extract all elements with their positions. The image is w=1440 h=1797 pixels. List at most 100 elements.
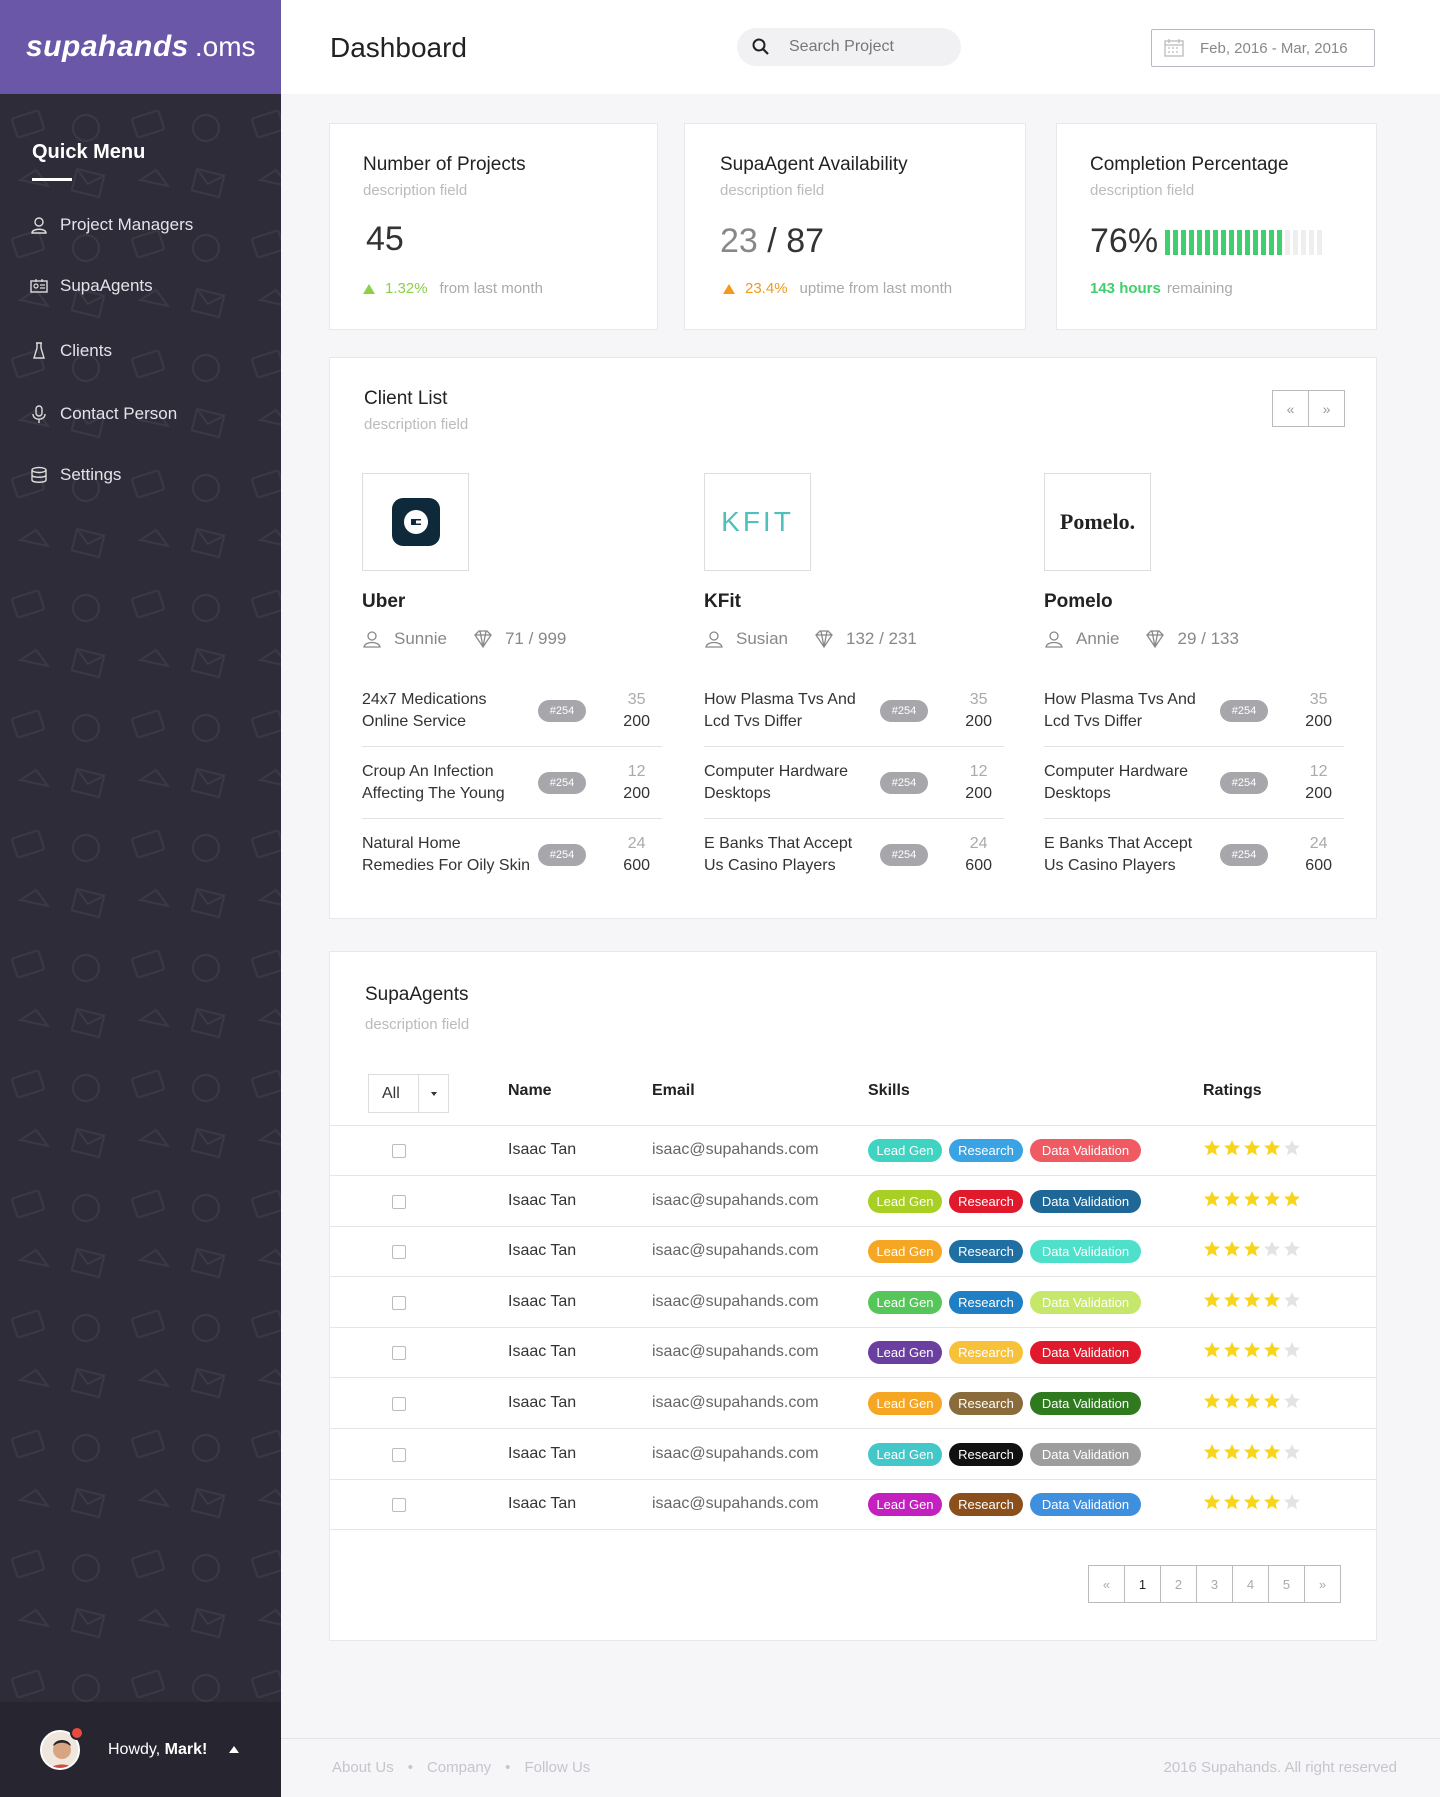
total-count: 87 bbox=[786, 222, 825, 260]
page-title: Dashboard bbox=[330, 32, 467, 63]
search-box[interactable] bbox=[737, 28, 961, 66]
filter-select[interactable]: All bbox=[368, 1074, 449, 1113]
filter-dropdown-button[interactable] bbox=[418, 1075, 448, 1112]
search-input[interactable] bbox=[789, 38, 929, 56]
project-bottom-number: 200 bbox=[965, 784, 992, 802]
agent-email[interactable]: isaac@supahands.com bbox=[652, 1141, 819, 1158]
row-checkbox[interactable] bbox=[392, 1447, 406, 1462]
sidebar-item-label: Contact Person bbox=[60, 404, 178, 423]
row-checkbox[interactable] bbox=[392, 1245, 406, 1260]
user-menu[interactable]: Howdy, Mark! bbox=[0, 1702, 281, 1797]
client-name[interactable]: Uber bbox=[362, 591, 406, 612]
table-row[interactable]: Isaac Tan isaac@supahands.com Lead Gen Rese… bbox=[330, 1227, 1377, 1278]
client-name[interactable]: Pomelo bbox=[1044, 591, 1113, 612]
list-item[interactable]: 24x7 Medications Online Service #254 35 200 bbox=[362, 675, 662, 747]
sidebar-item-project-managers[interactable]: Project Managers bbox=[30, 215, 193, 235]
agent-email[interactable]: isaac@supahands.com bbox=[652, 1394, 819, 1411]
footer: About Us • Company • Follow Us 2016 Supa… bbox=[281, 1738, 1440, 1797]
project-top-number: 12 bbox=[969, 762, 988, 780]
table-row[interactable]: Isaac Tan isaac@supahands.com Lead Gen Rese… bbox=[330, 1177, 1377, 1227]
client-logo[interactable] bbox=[362, 473, 469, 571]
microphone-icon bbox=[30, 405, 48, 423]
sidebar-item-settings[interactable]: Settings bbox=[30, 465, 121, 485]
column-header-name[interactable]: Name bbox=[508, 1082, 552, 1099]
date-range-picker[interactable]: Feb, 2016 - Mar, 2016 bbox=[1151, 29, 1375, 67]
pagination-page-5[interactable]: 5 bbox=[1268, 1565, 1305, 1603]
star-icon bbox=[1244, 1140, 1260, 1156]
agent-rating bbox=[1203, 1341, 1301, 1359]
row-checkbox[interactable] bbox=[392, 1295, 406, 1310]
column-header-email[interactable]: Email bbox=[652, 1082, 695, 1099]
sidebar-item-contact-person[interactable]: Contact Person bbox=[30, 404, 177, 424]
list-item[interactable]: E Banks That Accept Us Casino Players #25… bbox=[1044, 819, 1344, 891]
agent-rating bbox=[1203, 1493, 1301, 1511]
table-row[interactable]: Isaac Tan isaac@supahands.com Lead Gen Rese… bbox=[330, 1480, 1377, 1531]
list-item[interactable]: Computer Hardware Desktops #254 12 200 bbox=[1044, 747, 1344, 819]
progress-segment bbox=[1205, 230, 1210, 255]
contact-user-icon bbox=[1044, 629, 1064, 649]
pagination-prev[interactable]: « bbox=[1088, 1565, 1125, 1603]
footer-link-follow[interactable]: Follow Us bbox=[524, 1759, 591, 1776]
client-next-button[interactable]: » bbox=[1308, 390, 1345, 427]
agent-skills: Lead Gen Research Data Validation bbox=[868, 1189, 1141, 1213]
client-name[interactable]: KFit bbox=[704, 591, 741, 612]
sidebar-item-clients[interactable]: Clients bbox=[30, 341, 112, 361]
project-top-number: 24 bbox=[1309, 835, 1328, 852]
agent-rating bbox=[1203, 1139, 1301, 1157]
column-header-skills[interactable]: Skills bbox=[868, 1082, 910, 1099]
pagination-page-4[interactable]: 4 bbox=[1232, 1565, 1269, 1603]
brand-logo[interactable]: supahands bbox=[26, 30, 189, 63]
list-item[interactable]: Natural Home Remedies For Oily Skin #254 2… bbox=[362, 819, 662, 891]
pagination-page-2[interactable]: 2 bbox=[1160, 1565, 1197, 1603]
stat-change: 1.32% from last month bbox=[363, 280, 543, 297]
table-row[interactable]: Isaac Tan isaac@supahands.com Lead Gen Rese… bbox=[330, 1430, 1377, 1480]
progress-segment bbox=[1285, 230, 1290, 255]
table-row[interactable]: Isaac Tan isaac@supahands.com Lead Gen Rese… bbox=[330, 1278, 1377, 1328]
agent-email[interactable]: isaac@supahands.com bbox=[652, 1292, 819, 1310]
row-checkbox[interactable] bbox=[392, 1144, 406, 1158]
footer-link-company[interactable]: Company bbox=[426, 1759, 492, 1776]
table-row[interactable]: Isaac Tan isaac@supahands.com Lead Gen Rese… bbox=[330, 1126, 1377, 1176]
skill-badge: Data Validation bbox=[1030, 1290, 1141, 1314]
agent-email[interactable]: isaac@supahands.com bbox=[652, 1191, 819, 1209]
column-header-ratings[interactable]: Ratings bbox=[1203, 1082, 1262, 1099]
agent-email[interactable]: isaac@supahands.com bbox=[652, 1444, 819, 1462]
client-logo[interactable]: Pomelo. bbox=[1044, 473, 1151, 571]
project-name: Computer Hardware Desktops bbox=[1044, 762, 1189, 802]
project-numbers: 35 200 bbox=[1305, 689, 1332, 733]
card-description: description field bbox=[364, 416, 469, 433]
client-prev-button[interactable]: « bbox=[1272, 390, 1309, 427]
agent-skills: Lead Gen Research Data Validation bbox=[868, 1240, 1141, 1264]
sidebar-item-supaagents[interactable]: SupaAgents bbox=[30, 276, 153, 296]
list-item[interactable]: How Plasma Tvs And Lcd Tvs Differ #254 35 2… bbox=[1044, 675, 1344, 747]
flask-icon bbox=[30, 342, 48, 360]
skill-badge: Research bbox=[949, 1493, 1023, 1517]
client-logo[interactable]: KFIT bbox=[704, 473, 811, 571]
list-item[interactable]: Croup An Infection Affecting The Young #2… bbox=[362, 747, 662, 819]
star-icon bbox=[1284, 1140, 1300, 1156]
table-row[interactable]: Isaac Tan isaac@supahands.com Lead Gen Rese… bbox=[330, 1328, 1377, 1379]
caret-up-icon[interactable] bbox=[229, 1746, 240, 1753]
agent-skills: Lead Gen Research Data Validation bbox=[868, 1139, 1141, 1162]
list-item[interactable]: E Banks That Accept Us Casino Players #25… bbox=[704, 819, 1004, 891]
stat-value: 45 bbox=[366, 220, 404, 258]
star-icon bbox=[1224, 1494, 1240, 1510]
agent-email[interactable]: isaac@supahands.com bbox=[652, 1242, 819, 1260]
table-row[interactable]: Isaac Tan isaac@supahands.com Lead Gen Rese… bbox=[330, 1379, 1377, 1429]
footer-link-about[interactable]: About Us bbox=[332, 1759, 394, 1776]
project-name: 24x7 Medications Online Service bbox=[362, 690, 487, 730]
pagination-page-1[interactable]: 1 bbox=[1124, 1565, 1161, 1603]
row-checkbox[interactable] bbox=[392, 1397, 406, 1411]
agent-skills: Lead Gen Research Data Validation bbox=[868, 1290, 1141, 1314]
list-item[interactable]: Computer Hardware Desktops #254 12 200 bbox=[704, 747, 1004, 819]
skill-badge: Lead Gen bbox=[868, 1341, 942, 1365]
list-item[interactable]: How Plasma Tvs And Lcd Tvs Differ #254 35 2… bbox=[704, 675, 1004, 747]
pagination-page-3[interactable]: 3 bbox=[1196, 1565, 1233, 1603]
row-checkbox[interactable] bbox=[392, 1194, 406, 1209]
row-checkbox[interactable] bbox=[392, 1498, 406, 1513]
pagination-next[interactable]: » bbox=[1304, 1565, 1341, 1603]
row-checkbox[interactable] bbox=[392, 1346, 406, 1361]
agent-email[interactable]: isaac@supahands.com bbox=[652, 1343, 819, 1361]
agent-email[interactable]: isaac@supahands.com bbox=[652, 1495, 819, 1513]
hours-text: remaining bbox=[1166, 280, 1233, 297]
